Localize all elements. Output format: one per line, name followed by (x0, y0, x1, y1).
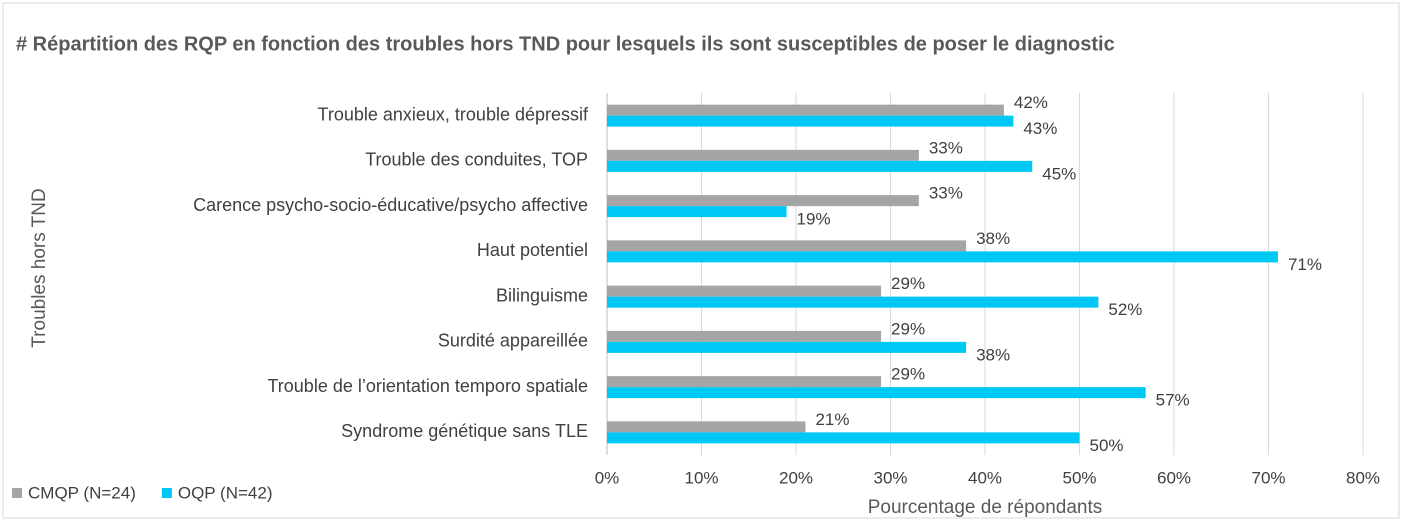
bar (607, 341, 967, 353)
data-label: 29% (891, 274, 925, 293)
y-tick-label: Haut potentiel (477, 240, 588, 260)
data-label: 33% (929, 138, 963, 157)
data-label: 38% (976, 345, 1010, 364)
data-label: 50% (1090, 436, 1124, 455)
x-tick-label: 40% (968, 468, 1002, 487)
data-label: 45% (1042, 164, 1076, 183)
bar (607, 240, 967, 252)
data-label: 57% (1156, 391, 1190, 410)
chart-title: # Répartition des RQP en fonction des tr… (16, 33, 1115, 55)
x-tick-label: 10% (684, 468, 718, 487)
bar (607, 376, 882, 388)
y-tick-label: Syndrome génétique sans TLE (341, 421, 588, 441)
x-tick-label: 20% (779, 468, 813, 487)
data-label: 19% (797, 210, 831, 229)
y-tick-label: Trouble anxieux, trouble dépressif (318, 104, 589, 124)
bar (607, 206, 787, 218)
bar (607, 195, 919, 207)
x-tick-label: 30% (873, 468, 907, 487)
bar (607, 251, 1278, 263)
x-tick-label: 80% (1346, 468, 1380, 487)
y-tick-label: Trouble de l’orientation temporo spatial… (267, 376, 588, 396)
y-axis-title: Troubles hors TND (29, 188, 50, 347)
data-label: 21% (815, 410, 849, 429)
bar (607, 285, 882, 297)
bar (607, 296, 1099, 308)
x-tick-label: 0% (595, 468, 620, 487)
data-label: 71% (1288, 255, 1322, 274)
data-label: 52% (1108, 300, 1142, 319)
x-axis-title: Pourcentage de répondants (868, 497, 1103, 518)
data-label: 29% (891, 319, 925, 338)
data-label: 38% (976, 229, 1010, 248)
legend-swatch (12, 488, 22, 498)
x-tick-label: 60% (1157, 468, 1191, 487)
legend-swatch (161, 488, 172, 498)
x-tick-label: 50% (1062, 468, 1096, 487)
data-label: 29% (891, 365, 925, 384)
bar (607, 115, 1014, 127)
bar (607, 149, 919, 161)
y-tick-label: Bilinguisme (496, 285, 588, 305)
data-label: 42% (1014, 93, 1048, 112)
bar (607, 421, 806, 433)
y-tick-label: Surdité appareillée (438, 331, 588, 351)
bar (607, 387, 1146, 399)
legend-label: OQP (N=42) (178, 483, 273, 502)
legend-label: CMQP (N=24) (28, 483, 136, 502)
bar (607, 160, 1033, 172)
x-tick-label: 70% (1251, 468, 1285, 487)
data-label: 33% (929, 184, 963, 203)
y-tick-label: Trouble des conduites, TOP (365, 150, 588, 170)
bar (607, 432, 1080, 444)
bar (607, 104, 1004, 116)
data-label: 43% (1023, 119, 1057, 138)
bar (607, 330, 882, 342)
y-tick-label: Carence psycho-socio-éducative/psycho af… (193, 195, 588, 215)
